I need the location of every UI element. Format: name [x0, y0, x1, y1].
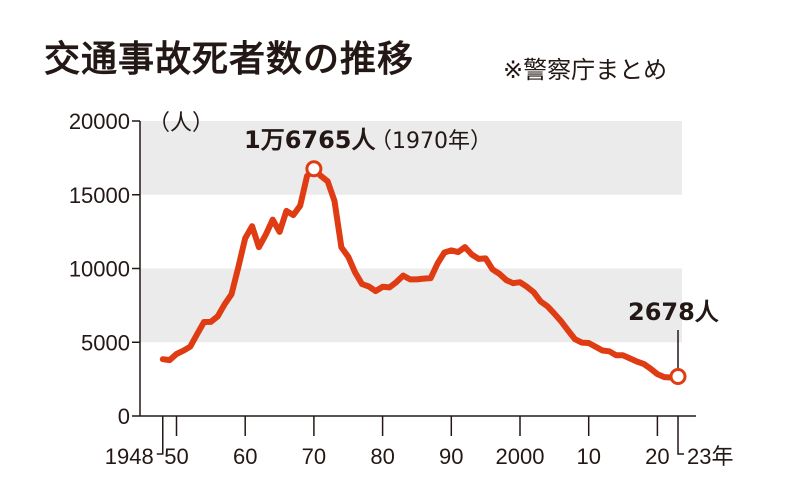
last-marker — [669, 367, 687, 385]
peak-value-label: 1万6765人 — [244, 126, 376, 154]
chart-title: 交通事故死者数の推移 — [44, 39, 415, 80]
x-tick-label: 50 — [164, 444, 188, 469]
x-tick — [156, 416, 164, 455]
x-tick-label: 10 — [576, 444, 600, 469]
x-tick-label: 2000 — [496, 444, 545, 469]
peak-year-label: （1970年） — [370, 129, 492, 154]
series-line — [159, 165, 681, 381]
x-tick — [677, 416, 685, 455]
x-tick-label: 20 — [645, 444, 669, 469]
y-tick-label: 0 — [118, 404, 130, 429]
x-tick-label: 1948 — [105, 444, 154, 469]
source-note: ※警察庁まとめ — [503, 56, 668, 84]
peak-marker — [305, 160, 323, 178]
y-tick-label: 15000 — [69, 183, 130, 208]
y-axis-unit-label: （人） — [148, 110, 214, 135]
x-tick-label: 60 — [233, 444, 257, 469]
x-tick-label: 80 — [370, 444, 394, 469]
last-value-label: 2678人 — [628, 298, 719, 326]
x-tick-label: 90 — [439, 444, 463, 469]
y-tick-label: 10000 — [69, 257, 130, 282]
y-tick-label: 20000 — [69, 109, 130, 134]
x-tick-label: 70 — [302, 444, 326, 469]
grid-band — [140, 121, 682, 195]
y-tick-label: 5000 — [81, 330, 130, 355]
x-tick-label: 23年 — [687, 444, 733, 469]
